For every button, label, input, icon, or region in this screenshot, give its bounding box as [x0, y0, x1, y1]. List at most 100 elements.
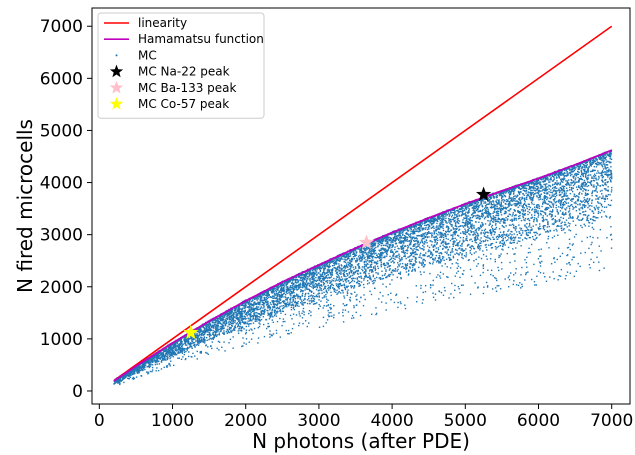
mc-point: [489, 231, 492, 233]
mc-point: [215, 327, 217, 329]
mc-point: [275, 297, 277, 300]
mc-point: [467, 221, 470, 223]
mc-point: [554, 187, 556, 189]
mc-point: [415, 224, 417, 227]
mc-point: [311, 286, 313, 288]
mc-point: [464, 213, 466, 215]
mc-point: [500, 214, 503, 216]
mc-point: [572, 256, 574, 258]
mc-point: [288, 333, 290, 335]
mc-point: [323, 268, 325, 270]
mc-point: [327, 304, 330, 306]
mc-point: [458, 226, 460, 228]
mc-point: [533, 220, 535, 223]
mc-point: [606, 160, 609, 163]
mc-point: [423, 243, 425, 245]
mc-point: [340, 267, 342, 269]
mc-point: [490, 232, 493, 234]
mc-point: [519, 232, 521, 234]
mc-point: [560, 225, 563, 227]
mc-point: [245, 333, 247, 335]
mc-point: [542, 225, 544, 228]
mc-point: [333, 264, 335, 267]
mc-point: [390, 261, 392, 263]
mc-point: [565, 183, 567, 186]
mc-point: [509, 208, 511, 211]
mc-point: [425, 224, 428, 227]
mc-point: [389, 244, 392, 246]
mc-point: [434, 241, 436, 243]
mc-point: [593, 165, 596, 168]
mc-point: [144, 368, 146, 371]
mc-point: [186, 347, 189, 350]
mc-point: [373, 253, 376, 255]
mc-point: [172, 348, 174, 350]
mc-point: [236, 325, 239, 328]
mc-point: [320, 281, 323, 283]
mc-point: [423, 248, 425, 251]
mc-point: [581, 240, 583, 243]
mc-point: [499, 245, 501, 247]
mc-point: [359, 251, 361, 254]
mc-point: [596, 191, 599, 193]
mc-point: [461, 247, 463, 250]
mc-point: [524, 201, 526, 203]
mc-point: [549, 230, 552, 232]
mc-point: [181, 344, 184, 347]
mc-point: [385, 238, 388, 241]
mc-point: [257, 342, 259, 344]
mc-point: [484, 231, 487, 234]
mc-point: [453, 217, 456, 219]
mc-point: [610, 171, 612, 173]
mc-point: [122, 378, 124, 380]
mc-point: [595, 188, 597, 190]
mc-point: [369, 250, 372, 253]
mc-point: [279, 336, 281, 338]
mc-point: [578, 171, 580, 174]
mc-point: [255, 315, 257, 318]
mc-point: [588, 263, 591, 266]
mc-point: [310, 272, 313, 274]
mc-point: [556, 177, 558, 179]
mc-point: [306, 284, 309, 286]
mc-point: [416, 246, 418, 248]
mc-point: [340, 264, 343, 266]
mc-point: [288, 279, 291, 282]
mc-point: [149, 360, 151, 362]
mc-point: [333, 316, 335, 319]
mc-point: [487, 235, 489, 237]
mc-point: [133, 377, 136, 380]
mc-point: [610, 191, 613, 193]
mc-point: [267, 296, 270, 299]
mc-point: [559, 172, 561, 174]
mc-point: [247, 317, 249, 319]
mc-point: [603, 198, 605, 200]
mc-point: [595, 158, 597, 160]
mc-point: [246, 315, 248, 317]
mc-point: [380, 265, 383, 268]
mc-point: [536, 204, 538, 206]
mc-point: [266, 309, 268, 312]
mc-point: [226, 315, 228, 318]
mc-point: [282, 293, 284, 296]
mc-point: [573, 195, 575, 198]
mc-point: [374, 268, 377, 270]
mc-point: [496, 214, 498, 216]
mc-point: [410, 240, 412, 242]
mc-point: [351, 274, 354, 277]
mc-point: [306, 271, 308, 273]
mc-point: [360, 281, 363, 283]
mc-point: [466, 231, 468, 234]
mc-point: [474, 234, 477, 236]
mc-point: [583, 211, 585, 213]
mc-point: [597, 170, 599, 172]
mc-point: [581, 206, 584, 208]
mc-point: [170, 360, 172, 362]
mc-point: [179, 343, 181, 346]
mc-point: [223, 341, 225, 343]
mc-point: [257, 306, 260, 308]
mc-point: [380, 247, 382, 250]
mc-point: [494, 245, 497, 248]
mc-point: [372, 282, 374, 285]
mc-point: [313, 295, 316, 298]
